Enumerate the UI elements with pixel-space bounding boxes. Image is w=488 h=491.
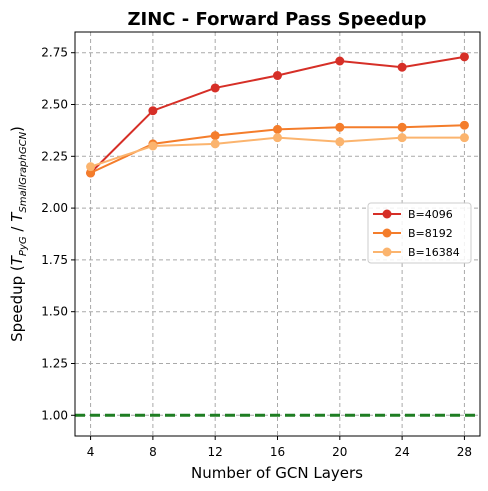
y-label-t1-sub: PyG xyxy=(18,236,29,256)
y-tick-label: 1.00 xyxy=(41,408,68,422)
data-point xyxy=(459,120,469,130)
y-tick-label: 2.25 xyxy=(41,149,68,163)
data-point xyxy=(459,133,469,143)
chart-title: ZINC - Forward Pass Speedup xyxy=(127,9,426,30)
x-tick-label: 28 xyxy=(457,445,472,459)
legend-swatch-marker xyxy=(382,247,392,257)
data-point xyxy=(273,71,282,81)
y-label-suffix: ) xyxy=(8,126,26,132)
series-1 xyxy=(86,52,469,178)
data-point xyxy=(335,122,345,132)
x-tick-label: 4 xyxy=(87,445,95,459)
data-point xyxy=(86,162,96,172)
data-point xyxy=(148,106,158,116)
x-tick-label: 24 xyxy=(394,445,409,459)
y-tick-label: 1.50 xyxy=(41,305,68,319)
data-point xyxy=(210,139,220,149)
data-point xyxy=(273,124,282,134)
series-3 xyxy=(86,133,469,172)
legend-label: B=8192 xyxy=(408,227,453,240)
data-point xyxy=(397,122,407,132)
x-tick-label: 12 xyxy=(208,445,223,459)
legend-swatch-marker xyxy=(382,209,392,219)
data-point xyxy=(210,131,220,141)
x-tick-label: 16 xyxy=(270,445,285,459)
x-axis-label: Number of GCN Layers xyxy=(191,464,363,482)
data-point xyxy=(397,62,407,72)
legend-box xyxy=(367,202,472,264)
y-axis-label: Speedup (TPyG / TSmallGraphGCN) xyxy=(8,126,29,342)
series-group xyxy=(86,52,469,178)
y-tick-label: 2.00 xyxy=(41,201,68,215)
data-point xyxy=(210,83,220,93)
axis-ticks: 4 8 12 16 20 24 28 1.00 1.25 1.50 1.75 2.00 2.25 2.50… xyxy=(41,46,472,459)
y-label-t1: T xyxy=(8,254,26,265)
y-tick-label: 2.75 xyxy=(41,46,68,60)
data-point xyxy=(397,133,407,143)
y-tick-label: 2.50 xyxy=(41,98,68,112)
legend-label: B=4096 xyxy=(408,208,453,221)
x-tick-label: 20 xyxy=(332,445,347,459)
y-label-sep: / xyxy=(8,222,26,237)
y-tick-label: 1.75 xyxy=(41,253,68,267)
legend-swatch-marker xyxy=(382,228,392,238)
data-point xyxy=(148,141,158,151)
data-point xyxy=(335,137,345,147)
legend: B=4096 B=8192 B=16384 xyxy=(367,202,472,264)
data-point xyxy=(459,52,469,62)
data-point xyxy=(273,133,282,143)
legend-label: B=16384 xyxy=(408,246,460,259)
data-point xyxy=(335,56,345,66)
data-point xyxy=(86,168,96,178)
y-label-t2-sub: SmallGraphGCN xyxy=(18,131,29,212)
y-tick-label: 1.25 xyxy=(41,356,68,370)
y-label-t2: T xyxy=(8,211,26,222)
x-tick-label: 8 xyxy=(149,445,157,459)
y-label-prefix: Speedup ( xyxy=(8,265,26,342)
